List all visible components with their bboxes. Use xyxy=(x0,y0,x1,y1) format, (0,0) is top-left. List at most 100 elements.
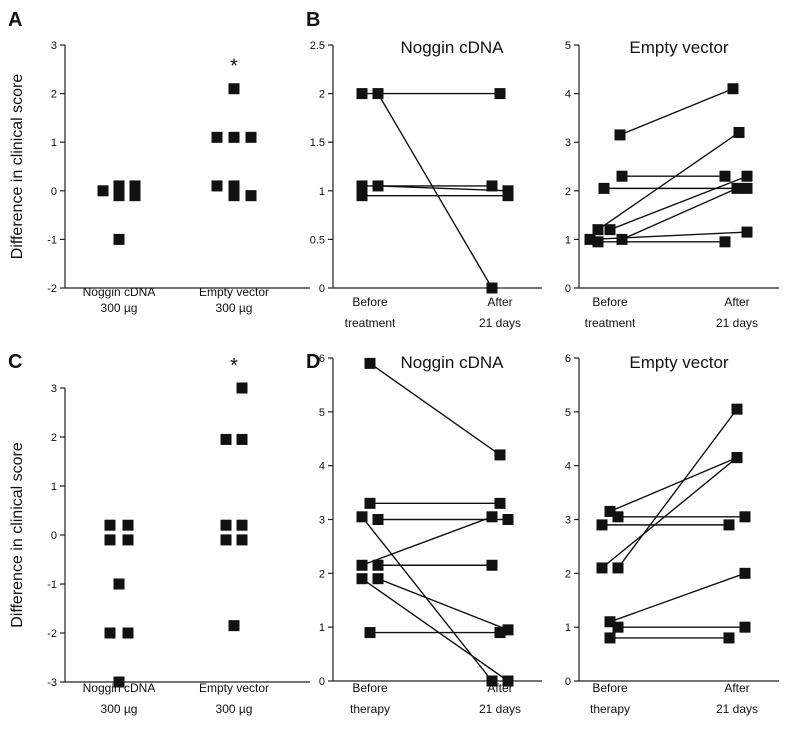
data-point-after xyxy=(719,236,731,248)
data-point xyxy=(220,534,232,546)
data-point xyxy=(97,185,109,197)
data-point xyxy=(228,180,240,192)
x-category-label-line1: Empty vector xyxy=(199,285,269,299)
data-point-before xyxy=(356,559,368,571)
panel-title: Noggin cDNA xyxy=(401,353,505,372)
data-point-before xyxy=(598,182,610,194)
y-tick-label: 1 xyxy=(565,234,571,246)
paired-line xyxy=(617,408,738,569)
x-category-label-line2: 300 µg xyxy=(216,301,253,315)
x-category-label-line1: After xyxy=(724,681,749,695)
data-point-after xyxy=(486,511,498,523)
data-point xyxy=(228,620,240,632)
y-tick-label: -2 xyxy=(47,283,57,295)
y-tick-label: -1 xyxy=(47,579,57,591)
data-point-before xyxy=(372,88,384,100)
data-point-before xyxy=(604,505,616,517)
y-tick-label: 3 xyxy=(565,515,571,527)
x-category-label-line1: Noggin cDNA xyxy=(83,681,156,695)
y-tick-label: 1.5 xyxy=(310,137,325,149)
data-point-before xyxy=(612,562,624,574)
data-point-before xyxy=(364,497,376,509)
data-point-after xyxy=(494,449,506,461)
y-tick-label: 2.5 xyxy=(310,40,325,52)
data-point xyxy=(122,519,134,531)
data-point-after xyxy=(719,170,731,182)
x-category-label-line2: therapy xyxy=(350,702,390,716)
data-point-before xyxy=(614,129,626,141)
x-category-label-line1: After xyxy=(487,295,512,309)
data-point xyxy=(228,190,240,202)
data-point-before xyxy=(364,627,376,639)
data-point-after xyxy=(502,514,514,525)
paired-line xyxy=(601,457,738,569)
y-tick-label: 1 xyxy=(51,481,57,493)
y-tick-label: 0 xyxy=(319,283,325,295)
data-point-before xyxy=(596,519,608,531)
data-point-after xyxy=(741,170,753,182)
significance-marker: * xyxy=(230,56,238,78)
data-point xyxy=(236,534,248,546)
y-tick-label: 6 xyxy=(319,353,325,365)
data-point-after xyxy=(739,621,751,633)
data-point-after xyxy=(741,226,753,238)
data-point-after xyxy=(486,675,498,687)
y-tick-label: 3 xyxy=(51,40,57,52)
x-category-label-line1: After xyxy=(724,295,749,309)
paired-line xyxy=(609,175,748,231)
y-tick-label: -1 xyxy=(47,234,57,246)
data-point xyxy=(113,676,125,688)
data-point xyxy=(211,180,223,192)
panel-label: C xyxy=(8,351,22,373)
x-category-label-line2: 21 days xyxy=(716,702,758,716)
data-point-after xyxy=(494,497,506,509)
data-point xyxy=(104,519,116,531)
data-point xyxy=(122,534,134,546)
data-point xyxy=(236,382,248,394)
y-tick-label: 2 xyxy=(51,89,57,101)
panel-title: Noggin cDNA xyxy=(401,38,505,57)
data-point-before xyxy=(604,224,616,236)
paired-line xyxy=(609,456,738,513)
y-tick-label: 3 xyxy=(565,137,571,149)
paired-line xyxy=(621,187,738,241)
data-point xyxy=(129,180,141,192)
panel-b: 0 0.5 1 1.5 2 2.5 B Noggin cDNA Before treatment A… xyxy=(306,9,542,330)
paired-line xyxy=(361,578,509,682)
y-tick-label: 0 xyxy=(565,676,571,688)
data-point-before xyxy=(612,621,624,633)
y-tick-label: 0 xyxy=(51,186,57,198)
paired-line xyxy=(597,131,740,231)
data-point xyxy=(113,190,125,202)
data-point xyxy=(228,131,240,143)
panel-unlabeled-2: 0 1 2 3 4 5 Empty vector Before treatment After 21… xyxy=(565,38,779,330)
y-tick-label: 3 xyxy=(51,383,57,395)
data-point-after xyxy=(731,403,743,415)
y-tick-label: -2 xyxy=(47,628,57,640)
data-point-before xyxy=(616,170,628,182)
x-category-label-line1: Before xyxy=(592,681,628,695)
data-point-before xyxy=(616,233,628,245)
y-tick-label: -3 xyxy=(47,677,57,689)
data-point xyxy=(104,534,116,546)
x-category-label-line2: 21 days xyxy=(479,702,521,716)
panel-title: Empty vector xyxy=(629,353,729,372)
paired-line xyxy=(377,93,493,289)
data-point-before xyxy=(356,88,368,100)
paired-line xyxy=(377,578,509,631)
panel-label: A xyxy=(8,9,22,31)
x-category-label-line2: 300 µg xyxy=(216,702,253,716)
data-point-after xyxy=(502,675,514,687)
y-tick-label: 1 xyxy=(565,622,571,634)
data-point-after xyxy=(494,88,506,100)
y-tick-label: 4 xyxy=(319,461,325,473)
panel-label: D xyxy=(306,351,320,373)
x-category-label-line1: Before xyxy=(592,295,628,309)
x-category-label-line2: 21 days xyxy=(716,316,758,330)
y-tick-label: 2 xyxy=(51,432,57,444)
y-tick-label: 1 xyxy=(319,186,325,198)
data-point-before xyxy=(584,233,596,245)
y-tick-label: 5 xyxy=(319,407,325,419)
y-tick-label: 4 xyxy=(565,461,571,473)
